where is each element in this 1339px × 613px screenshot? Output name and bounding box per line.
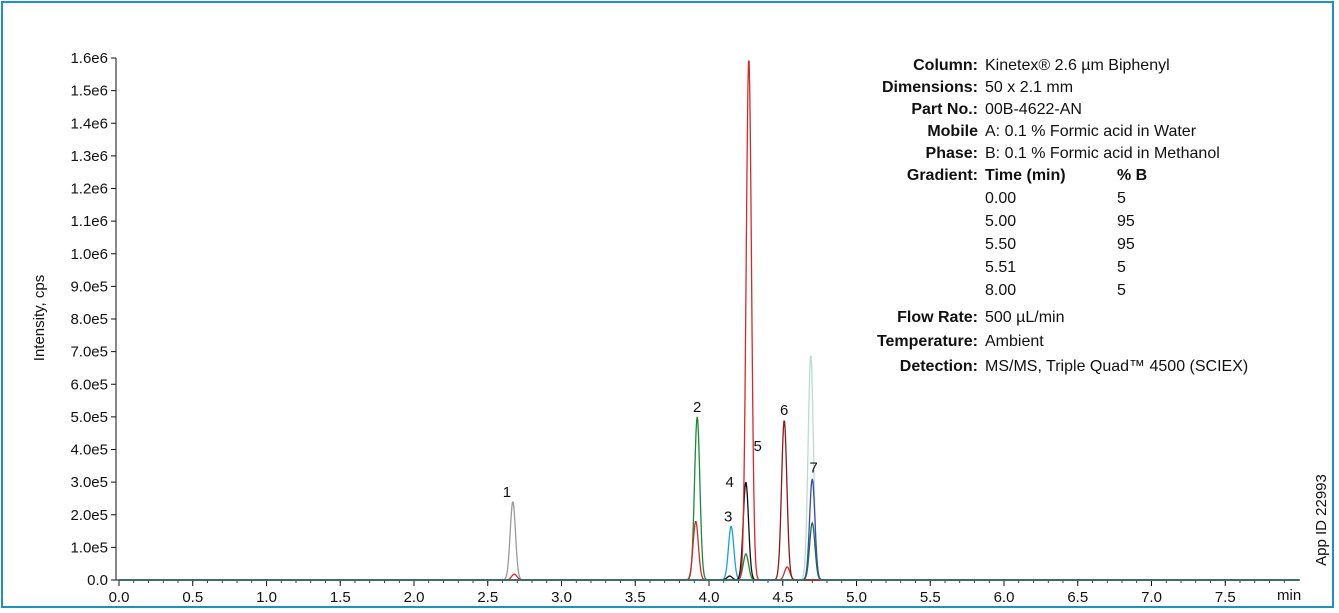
y-tick-label: 1.1e6	[70, 213, 108, 230]
y-tick-label: 1.2e6	[70, 181, 108, 198]
series-trace	[119, 355, 1299, 581]
y-tick-label: 2.0e5	[70, 507, 108, 524]
peak-label: 2	[693, 399, 701, 416]
series-trace	[119, 501, 1299, 581]
dimensions-key: Dimensions:	[882, 79, 978, 96]
x-tick-label: 1.0	[256, 589, 277, 606]
traces	[119, 60, 1299, 581]
y-tick-label: 1.0e5	[70, 539, 108, 556]
series-trace	[119, 521, 1299, 581]
detection-value: MS/MS, Triple Quad™ 4500 (SCIEX)	[985, 358, 1248, 375]
y-tick-label: 4.0e5	[70, 442, 108, 459]
y-tick-label: 1.5e6	[70, 83, 108, 100]
gradient-col-time: Time (min)	[985, 167, 1066, 184]
peak-label: 4	[725, 474, 733, 491]
dimensions-value: 50 x 2.1 mm	[985, 79, 1073, 96]
gradient-key: Gradient:	[907, 167, 978, 184]
x-tick-label: 0.5	[182, 589, 203, 606]
x-tick-label: 3.5	[625, 589, 646, 606]
x-tick-label: 3.0	[551, 589, 572, 606]
series-trace	[119, 525, 1299, 581]
x-tick-label: 7.0	[1141, 589, 1162, 606]
x-tick-label: 6.0	[994, 589, 1015, 606]
x-tick-label: 2.0	[404, 589, 425, 606]
peak-label: 6	[780, 402, 788, 419]
temperature-value: Ambient	[985, 333, 1044, 350]
x-tick-label: 7.5	[1215, 589, 1236, 606]
x-tick-label: 0.0	[109, 589, 130, 606]
y-tick-label: 1.0e6	[70, 246, 108, 263]
gradient-time: 8.00	[985, 282, 1016, 299]
part-no-value: 00B-4622-AN	[985, 101, 1082, 118]
x-tick-label: 2.5	[477, 589, 498, 606]
peak-label: 7	[810, 459, 818, 476]
y-tick-label: 1.3e6	[70, 148, 108, 165]
column-value: Kinetex® 2.6 µm Biphenyl	[985, 57, 1170, 74]
x-tick-label: 4.5	[772, 589, 793, 606]
x-tick-label: 4.0	[699, 589, 720, 606]
y-tick-label: 1.6e6	[70, 50, 108, 67]
peak-label: 1	[503, 484, 511, 501]
part-no-key: Part No.:	[911, 101, 978, 118]
gradient-b: 5	[1117, 259, 1126, 276]
gradient-b: 5	[1117, 282, 1126, 299]
mobile-value: A: 0.1 % Formic acid in Water	[985, 123, 1197, 140]
gradient-time: 5.51	[985, 259, 1016, 276]
y-tick-label: 7.0e5	[70, 344, 108, 361]
y-tick-label: 0.0	[87, 572, 108, 589]
series-trace	[119, 478, 1299, 581]
gradient-b: 95	[1117, 213, 1135, 230]
gradient-b: 95	[1117, 236, 1135, 253]
peak-label: 5	[754, 438, 762, 455]
x-tick-label: 1.5	[330, 589, 351, 606]
y-tick-label: 6.0e5	[70, 376, 108, 393]
gradient-b: 5	[1117, 190, 1126, 207]
x-tick-label: 5.5	[920, 589, 941, 606]
y-tick-label: 3.0e5	[70, 474, 108, 491]
peak-labels: 1 2 3 4 5 6 7	[503, 399, 818, 525]
gradient-col-b: % B	[1117, 167, 1147, 184]
y-tick-label: 8.0e5	[70, 311, 108, 328]
column-key: Column:	[913, 57, 978, 74]
temperature-key: Temperature:	[877, 333, 978, 350]
x-axis-unit: min	[1277, 587, 1301, 604]
gradient-time: 0.00	[985, 190, 1016, 207]
y-tick-label: 5.0e5	[70, 409, 108, 426]
detection-key: Detection:	[900, 358, 978, 375]
app-id-label: App ID 22993	[1313, 474, 1330, 566]
phase-key: Phase:	[926, 145, 978, 162]
conditions-panel: Column: Kinetex® 2.6 µm Biphenyl Dimensi…	[877, 57, 1248, 375]
y-tick-label: 9.0e5	[70, 278, 108, 295]
gradient-time: 5.50	[985, 236, 1016, 253]
series-trace	[119, 416, 1299, 581]
y-tick-label: 1.4e6	[70, 115, 108, 132]
series-trace	[119, 420, 1299, 581]
y-axis-title: Intensity, cps	[31, 275, 48, 361]
series-trace	[119, 482, 1299, 581]
mobile-key: Mobile	[927, 123, 978, 140]
peak-label: 3	[724, 508, 732, 525]
gradient-time: 5.00	[985, 213, 1016, 230]
flow-rate-value: 500 µL/min	[985, 309, 1064, 326]
x-tick-label: 6.5	[1067, 589, 1088, 606]
phase-value: B: 0.1 % Formic acid in Methanol	[985, 145, 1220, 162]
ticks: 0.0 1.0e5 2.0e5 3.0e5 4.0e5 5.0e5 6.0e5 7.0e5 8.…	[70, 50, 1285, 606]
x-tick-label: 5.0	[846, 589, 867, 606]
flow-rate-key: Flow Rate:	[897, 309, 978, 326]
